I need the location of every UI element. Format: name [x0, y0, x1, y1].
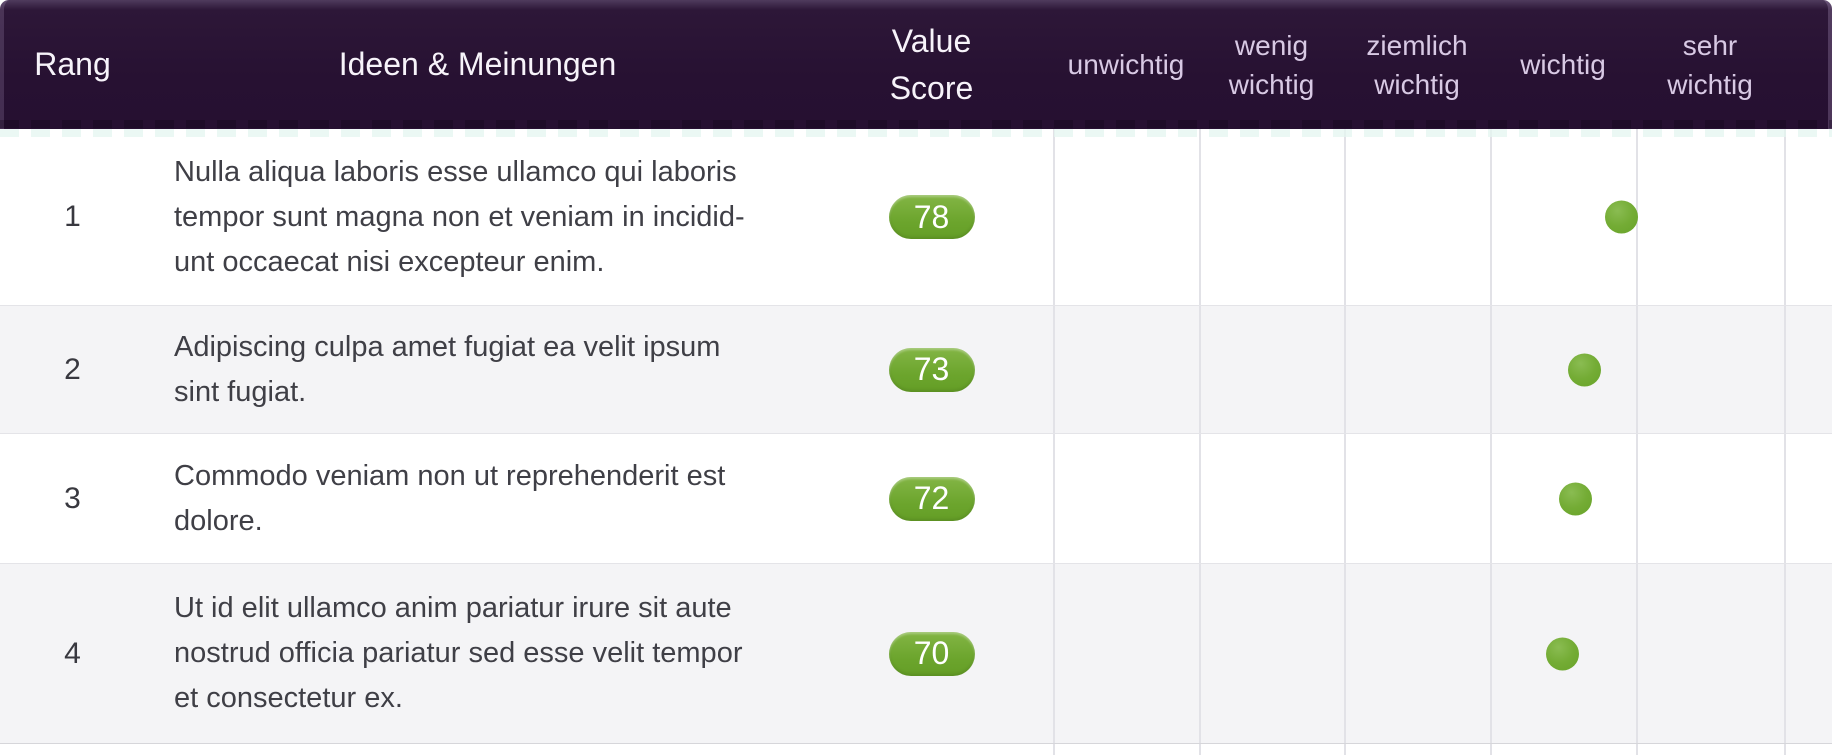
spacer-cell — [1784, 434, 1832, 563]
column-header-wenig-wichtig: wenig wichtig — [1228, 29, 1315, 100]
rating-cell-partial — [1053, 744, 1199, 755]
rating-cell-sehr-wichtig — [1636, 564, 1784, 743]
rating-cell-ziemlich-wichtig — [1344, 564, 1490, 743]
column-header-rang: Rang — [34, 46, 111, 82]
column-header-wichtig: wichtig — [1520, 49, 1606, 80]
rating-cell-wichtig — [1490, 129, 1638, 305]
value-score-badge: 70 — [888, 631, 975, 676]
column-header-sehr-wichtig: sehr wichtig — [1667, 29, 1753, 100]
spacer-cell-partial — [1784, 744, 1832, 755]
table-row-partial — [0, 743, 1832, 755]
rating-dot — [1605, 200, 1638, 234]
table-header-row: Rang Ideen & Meinungen Value Score unwic… — [0, 0, 1832, 129]
idea-text: Commodo veniam non ut reprehenderit est … — [174, 459, 726, 537]
rating-cell-partial — [1344, 744, 1490, 755]
idea-text: Ut id elit ullamco anim pariatur irure s… — [174, 592, 743, 714]
rating-dot — [1559, 482, 1592, 515]
column-header-value-score: Value Score — [889, 22, 974, 106]
rank-value: 1 — [64, 200, 81, 233]
rating-cell-wenig-wichtig — [1199, 434, 1344, 563]
column-header-unwichtig: unwichtig — [1067, 49, 1185, 80]
column-header-spacer — [1784, 0, 1832, 129]
value-score-badge: 78 — [888, 195, 975, 239]
spacer-cell — [1784, 564, 1832, 743]
rating-cell-sehr-wichtig — [1636, 129, 1784, 305]
rating-cell-wichtig — [1490, 564, 1636, 743]
rating-cell-partial — [1636, 744, 1784, 755]
rating-cell-wenig-wichtig — [1199, 564, 1344, 743]
rating-cell-partial — [1199, 744, 1344, 755]
rating-cell-unwichtig — [1053, 129, 1199, 305]
rating-dot — [1568, 353, 1601, 386]
rating-cell-wenig-wichtig — [1199, 306, 1344, 433]
rating-cell-unwichtig — [1053, 306, 1199, 433]
rating-cell-sehr-wichtig — [1636, 306, 1784, 433]
spacer-cell — [1784, 306, 1832, 433]
rank-value: 3 — [64, 481, 81, 515]
value-cell-partial — [810, 744, 1053, 755]
value-score-cell: 70 — [810, 564, 1053, 743]
rating-cell-unwichtig — [1053, 564, 1199, 743]
idea-text: Adipiscing culpa amet fugiat ea velit ip… — [174, 330, 721, 408]
rating-cell-unwichtig — [1053, 434, 1199, 563]
column-header-ziemlich-wichtig: ziemlich wichtig — [1366, 29, 1468, 100]
idea-text: Nulla aliqua laboris esse ullamco qui la… — [174, 155, 745, 278]
rating-cell-ziemlich-wichtig — [1344, 306, 1490, 433]
table-row: 3 Commodo veniam non ut reprehenderit es… — [0, 433, 1832, 563]
rating-dot — [1546, 637, 1579, 670]
rank-value: 2 — [64, 352, 81, 386]
value-score-cell: 78 — [810, 129, 1053, 305]
rating-cell-partial — [1490, 744, 1636, 755]
rating-cell-sehr-wichtig — [1636, 434, 1784, 563]
spacer-cell — [1784, 129, 1832, 305]
table-row: 4 Ut id elit ullamco anim pariatur irure… — [0, 563, 1832, 743]
column-header-ideen-meinungen: Ideen & Meinungen — [338, 46, 617, 82]
rating-cell-ziemlich-wichtig — [1344, 129, 1490, 305]
idea-cell-partial — [145, 744, 810, 755]
rank-cell-partial — [0, 744, 145, 755]
rating-cell-wenig-wichtig — [1199, 129, 1344, 305]
rating-cell-wichtig — [1490, 434, 1636, 563]
rating-cell-ziemlich-wichtig — [1344, 434, 1490, 563]
rank-value: 4 — [64, 636, 81, 670]
value-score-cell: 73 — [810, 306, 1053, 433]
rating-cell-wichtig — [1490, 306, 1636, 433]
value-score-badge: 73 — [888, 347, 975, 392]
table-row: 1 Nulla aliqua laboris esse ullamco qui … — [0, 129, 1832, 305]
table-row: 2 Adipiscing culpa amet fugiat ea velit … — [0, 305, 1832, 433]
value-score-badge: 72 — [888, 476, 975, 521]
value-score-cell: 72 — [810, 434, 1053, 563]
